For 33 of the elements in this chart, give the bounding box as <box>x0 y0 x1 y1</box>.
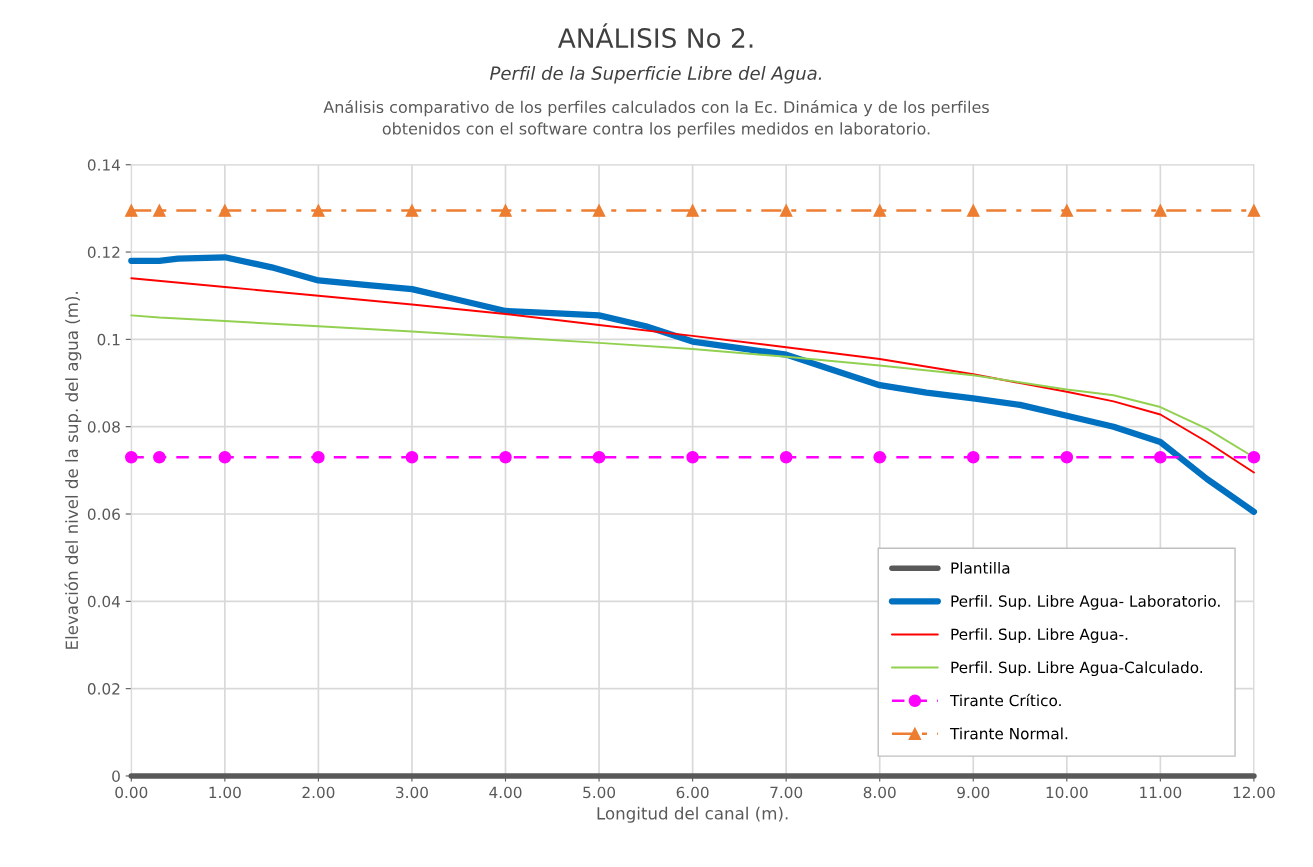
x-tick-label: 5.00 <box>583 786 616 799</box>
y-tick-label: 0.1 <box>97 333 120 346</box>
x-axis-title: Longitud del canal (m). <box>597 806 788 823</box>
y-tick-label: 0.04 <box>87 595 121 608</box>
legend-label: Tirante Normal. <box>949 727 1068 740</box>
x-tick-label: 10.00 <box>1046 786 1088 799</box>
x-tick-label: 4.00 <box>489 786 522 799</box>
x-tick-label: 2.00 <box>302 786 335 799</box>
chart-title: ANÁLISIS No 2. <box>557 23 753 49</box>
text: Análisis comparativo de los perfiles calculados con la Ec. Dinámica y de los perfiles obtenidos con el software contra los perfiles medidos en laboratorio. <box>323 100 989 138</box>
y-tick-label: 0.12 <box>87 246 120 259</box>
x-tick-label: 9.00 <box>957 786 990 799</box>
x-tick-label: 12.00 <box>1233 786 1275 799</box>
chart-subtitle: Perfil de la Superficie Libre del Agua. <box>490 66 822 84</box>
legend-label: Perfil. Sup. Libre Agua- Laboratorio. <box>951 595 1220 610</box>
x-tick-label: 0.00 <box>115 786 148 799</box>
x-tick-label: 1.00 <box>209 786 241 799</box>
x-tick-label: 8.00 <box>863 786 896 799</box>
legend-label: Perfil. Sup. Libre Agua-. <box>951 628 1128 643</box>
legend-label: Perfil. Sup. Libre Agua-Calculado. <box>951 661 1203 677</box>
x-tick-label: 11.00 <box>1140 786 1182 799</box>
x-tick-label: 7.00 <box>770 786 803 799</box>
y-tick-label: 0.14 <box>87 159 121 171</box>
x-tick-label: 6.00 <box>676 786 709 799</box>
line-series <box>130 277 1255 474</box>
legend-label: Plantilla <box>951 561 1010 574</box>
y-tick-label: 0 <box>112 770 120 782</box>
legend-label: Tirante Crítico. <box>949 693 1061 707</box>
y-tick-label: 0.06 <box>87 508 120 521</box>
y-axis-title: Elevación del nivel de la sup. del agua (m). <box>64 292 82 649</box>
y-tick-label: 0.08 <box>87 421 120 433</box>
x-tick-label: 3.00 <box>396 786 428 799</box>
y-tick-label: 0.02 <box>87 683 120 695</box>
